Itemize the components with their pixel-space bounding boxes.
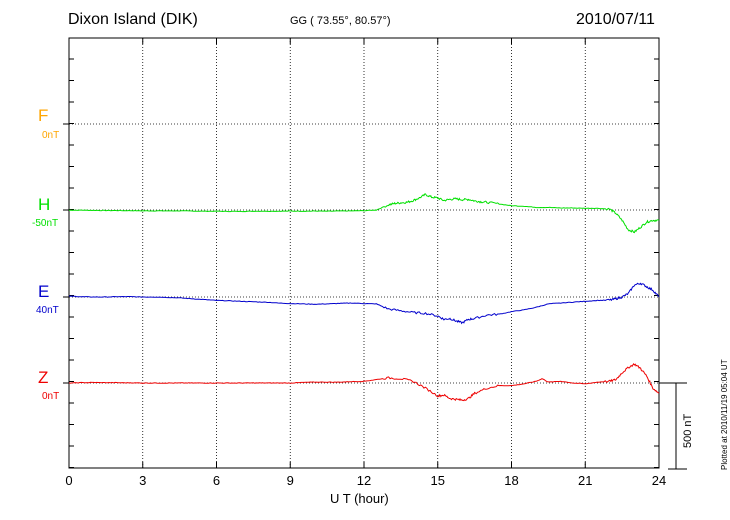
- frame-ticks: [68, 38, 660, 468]
- series-label-h: H: [38, 195, 51, 214]
- baseline-label-z: 0nT: [42, 391, 60, 402]
- x-tick-label: 3: [139, 473, 147, 488]
- x-tick-label: 6: [212, 473, 221, 488]
- x-tick-label: 9: [286, 473, 294, 488]
- geographic-coordinates: GG ( 73.55°, 80.57°): [290, 15, 391, 27]
- x-tick-label: 0: [65, 473, 73, 488]
- series-line-z: [68, 363, 660, 402]
- grid-layer: [69, 38, 659, 468]
- scale-bar-label: 500 nT: [682, 413, 694, 448]
- x-tick-label: 24: [651, 473, 667, 488]
- x-tick-label: 18: [504, 473, 519, 488]
- series-label-f: F: [38, 106, 49, 125]
- station-title: Dixon Island (DIK): [68, 11, 198, 28]
- x-axis-label: U T (hour): [330, 491, 389, 506]
- scale-bar: [659, 382, 687, 470]
- baselines-layer: [63, 123, 69, 384]
- x-tick-label: 12: [356, 473, 372, 488]
- plot-frame: [68, 37, 660, 469]
- baseline-label-f: 0nT: [42, 130, 60, 141]
- baseline-label-h: -50nT: [32, 218, 59, 229]
- series-label-e: E: [38, 282, 50, 301]
- date-label: 2010/07/11: [576, 11, 655, 28]
- x-tick-label: 21: [578, 473, 593, 488]
- series-line-h: [68, 193, 660, 234]
- plotted-timestamp: Plotted at 2010/11/19 05:04 UT: [720, 359, 729, 470]
- series-layer: [68, 193, 660, 402]
- x-tick-label: 15: [430, 473, 445, 488]
- series-line-e: [68, 282, 660, 325]
- baseline-label-e: 40nT: [36, 305, 59, 316]
- series-label-z: Z: [38, 368, 49, 387]
